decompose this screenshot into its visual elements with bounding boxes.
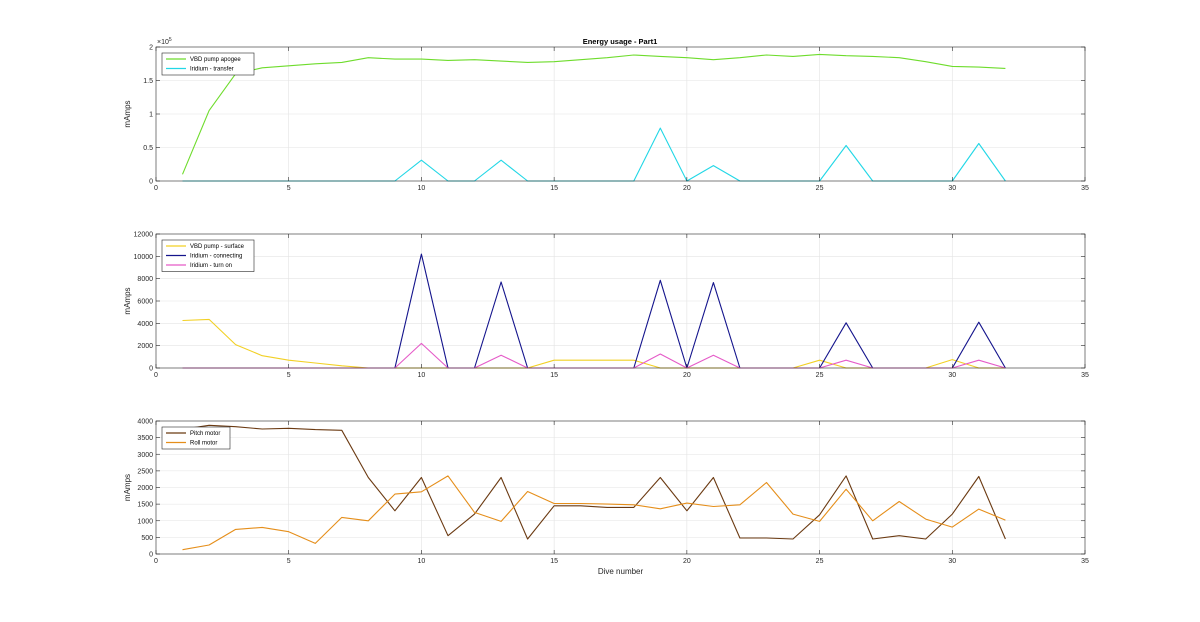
legend-entry: Iridium - transfer (190, 67, 234, 73)
x-tick-label: 15 (550, 372, 558, 379)
y-tick-label: 3500 (137, 435, 153, 442)
y-tick-label: 0.5 (143, 145, 153, 152)
axes-middle-energy: 0 5 10 15 20 25 30 35 0 2000 4000 6000 8000 10000 1200… (123, 232, 1089, 380)
y-tick-label: 8000 (137, 276, 153, 283)
legend-entry: Roll motor (190, 441, 217, 447)
x-tick-label: 0 (154, 185, 158, 192)
x-tick-label: 20 (683, 372, 691, 379)
x-tick-label: 30 (948, 558, 956, 565)
legend: Pitch motor Roll motor (161, 426, 231, 450)
x-tick-label: 0 (154, 558, 158, 565)
y-exponent-power: 5 (169, 37, 172, 43)
y-axis-label: mAmps (123, 287, 132, 314)
series-line-1 (182, 424, 1006, 540)
x-tick-label: 0 (154, 372, 158, 379)
x-tick-label: 25 (816, 558, 824, 565)
y-tick-label: 0 (149, 366, 153, 373)
y-tick-label: 4000 (137, 321, 153, 328)
y-tick-label: 2000 (137, 343, 153, 350)
x-tick-label: 20 (683, 185, 691, 192)
x-tick-label: 15 (550, 185, 558, 192)
legend-entry: VBD pump apogee (190, 57, 241, 63)
y-axis-label: mAmps (123, 474, 132, 501)
x-tick-label: 5 (287, 372, 291, 379)
x-tick-label: 25 (816, 185, 824, 192)
y-tick-label: 0 (149, 179, 153, 186)
y-tick-label: 500 (141, 535, 153, 542)
y-tick-label: 1.5 (143, 78, 153, 85)
legend-entry: Iridium - turn on (190, 263, 232, 269)
x-tick-label: 25 (816, 372, 824, 379)
chart-title: Energy usage - Part1 (583, 37, 658, 46)
legend: VBD pump - surface Iridium - connecting Ir… (161, 239, 255, 272)
y-tick-label: 6000 (137, 299, 153, 306)
x-tick-label: 10 (418, 372, 426, 379)
x-tick-label: 20 (683, 558, 691, 565)
y-tick-label: 12000 (134, 232, 154, 239)
series-line-2 (182, 475, 1006, 551)
y-tick-label: 2 (149, 45, 153, 52)
y-tick-label: 1 (149, 112, 153, 119)
y-exponent-label: ×105 (157, 37, 172, 46)
y-tick-label: 0 (149, 552, 153, 559)
axes-bottom-motors: Dive number 0 5 10 15 20 25 30 35 0 500 1000 1500 20… (123, 419, 1089, 577)
y-tick-label: 10000 (134, 254, 154, 261)
x-tick-label: 35 (1081, 372, 1089, 379)
x-tick-label: 35 (1081, 558, 1089, 565)
legend-entry: Iridium - connecting (190, 254, 242, 260)
legend: VBD pump apogee Iridium - transfer (161, 52, 255, 76)
x-tick-label: 10 (418, 185, 426, 192)
x-tick-label: 30 (948, 185, 956, 192)
x-tick-label: 5 (287, 185, 291, 192)
x-tick-label: 30 (948, 372, 956, 379)
legend-entry: Pitch motor (190, 431, 220, 437)
x-axis-label: Dive number (598, 567, 644, 576)
y-axis-label: mAmps (123, 100, 132, 127)
legend-entry: VBD pump - surface (190, 244, 245, 250)
y-tick-label: 1000 (137, 518, 153, 525)
axes-top-energy: Energy usage - Part1 0 5 10 15 20 25 30 3500.51… (123, 37, 1089, 192)
x-tick-label: 10 (418, 558, 426, 565)
x-tick-label: 15 (550, 558, 558, 565)
y-tick-label: 2500 (137, 468, 153, 475)
x-tick-label: 35 (1081, 185, 1089, 192)
y-tick-label: 2000 (137, 485, 153, 492)
x-tick-label: 5 (287, 558, 291, 565)
y-tick-label: 1500 (137, 502, 153, 509)
y-tick-label: 4000 (137, 419, 153, 426)
y-tick-label: 3000 (137, 452, 153, 459)
series-line-1 (181, 53, 1006, 175)
